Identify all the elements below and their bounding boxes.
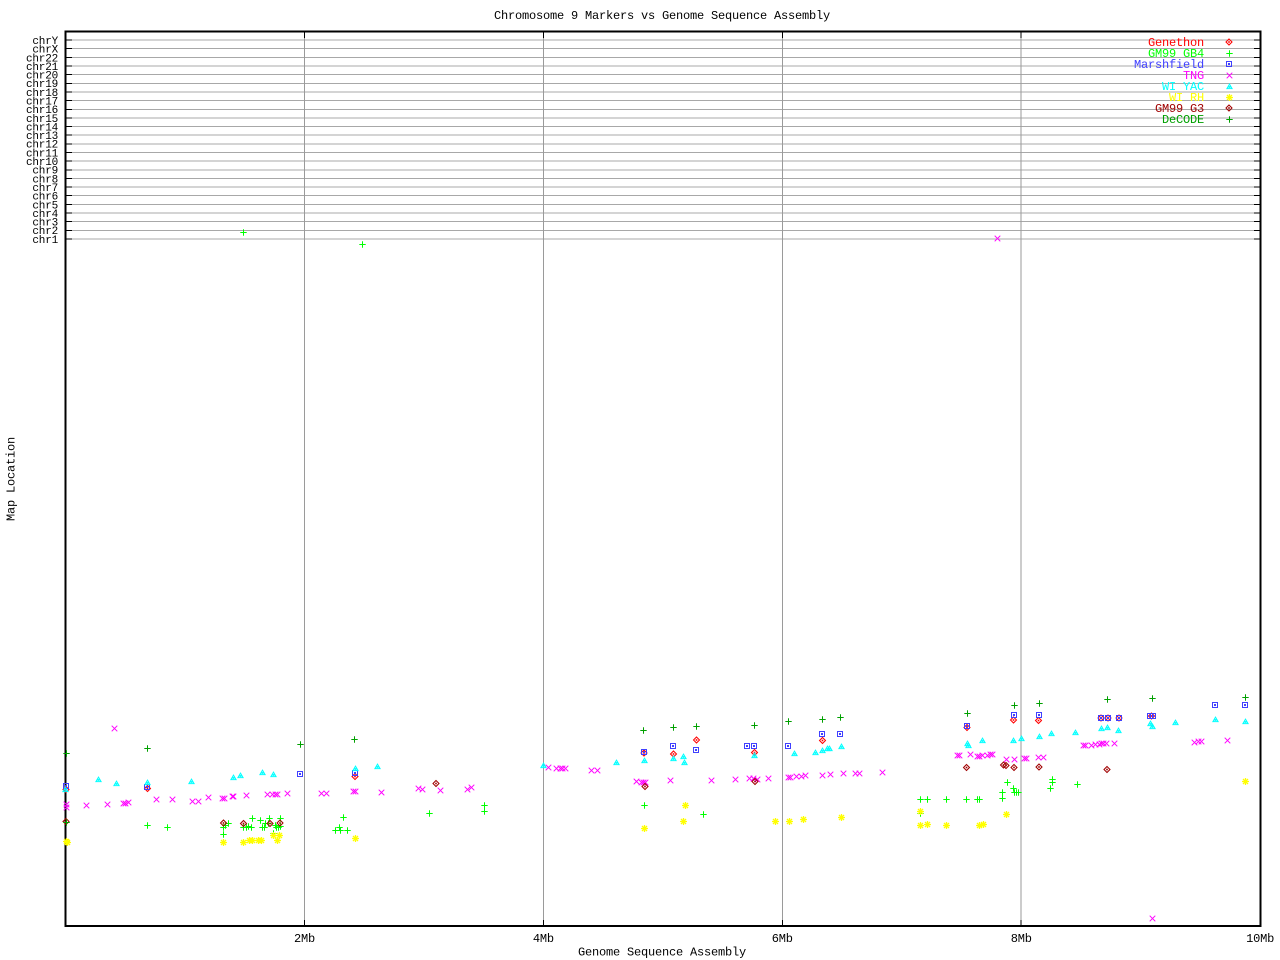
svg-text:GM99 GB4: GM99 GB4 bbox=[1148, 47, 1204, 61]
svg-text:Genome Sequence Assembly: Genome Sequence Assembly bbox=[578, 946, 746, 960]
svg-text:GM99 G3: GM99 G3 bbox=[1155, 102, 1204, 116]
svg-text:chr5: chr5 bbox=[32, 200, 58, 212]
svg-text:chr7: chr7 bbox=[32, 183, 58, 195]
svg-text:chr12: chr12 bbox=[26, 140, 58, 152]
svg-text:8Mb: 8Mb bbox=[1011, 932, 1032, 946]
svg-text:chr3: chr3 bbox=[32, 218, 58, 230]
svg-text:chr15: chr15 bbox=[26, 114, 58, 126]
svg-text:chr16: chr16 bbox=[26, 105, 58, 117]
svg-text:chr9: chr9 bbox=[32, 166, 58, 178]
svg-text:Chromosome 9 Markers vs Genome: Chromosome 9 Markers vs Genome Sequence … bbox=[494, 9, 830, 23]
svg-text:chr4: chr4 bbox=[32, 209, 58, 221]
svg-text:10Mb: 10Mb bbox=[1246, 932, 1274, 946]
svg-text:chr11: chr11 bbox=[26, 148, 59, 160]
svg-text:chr20: chr20 bbox=[26, 71, 58, 83]
svg-text:chrY: chrY bbox=[32, 36, 58, 48]
svg-text:Marshfield: Marshfield bbox=[1134, 58, 1204, 72]
svg-text:chrX: chrX bbox=[32, 45, 58, 57]
svg-text:chr6: chr6 bbox=[32, 192, 58, 204]
svg-text:chr13: chr13 bbox=[26, 131, 58, 143]
svg-text:chr14: chr14 bbox=[26, 122, 59, 134]
svg-text:Map Location: Map Location bbox=[5, 437, 19, 521]
svg-text:4Mb: 4Mb bbox=[533, 932, 554, 946]
svg-text:TNG: TNG bbox=[1183, 69, 1204, 83]
svg-text:chr18: chr18 bbox=[26, 88, 58, 100]
svg-text:chr17: chr17 bbox=[26, 97, 58, 109]
svg-text:chr22: chr22 bbox=[26, 53, 58, 65]
svg-text:chr19: chr19 bbox=[26, 79, 58, 91]
svg-text:chr1: chr1 bbox=[32, 235, 58, 247]
svg-text:WI YAC: WI YAC bbox=[1162, 80, 1204, 94]
svg-text:chr21: chr21 bbox=[26, 62, 59, 74]
svg-text:chr2: chr2 bbox=[32, 226, 58, 238]
svg-text:DeCODE: DeCODE bbox=[1162, 113, 1204, 127]
svg-text:chr8: chr8 bbox=[32, 174, 58, 186]
svg-text:Genethon: Genethon bbox=[1148, 36, 1204, 50]
svg-text:6Mb: 6Mb bbox=[772, 932, 793, 946]
svg-text:2Mb: 2Mb bbox=[294, 932, 315, 946]
svg-text:WI RH: WI RH bbox=[1169, 91, 1204, 105]
svg-text:chr10: chr10 bbox=[26, 157, 58, 169]
